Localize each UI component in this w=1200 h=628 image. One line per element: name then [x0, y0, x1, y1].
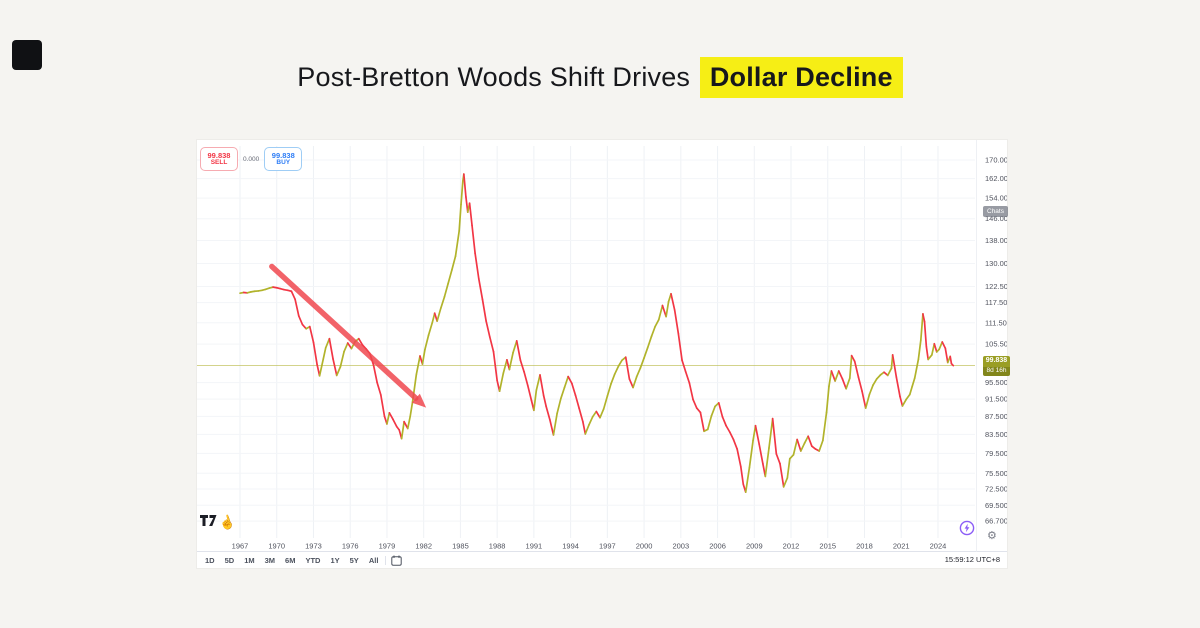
- time-tick-label[interactable]: 1967: [232, 542, 249, 551]
- time-tick-label[interactable]: 2021: [893, 542, 910, 551]
- price-tick-label[interactable]: 91.500: [985, 395, 1008, 404]
- scale-settings-gear-icon[interactable]: ⚙: [987, 530, 997, 542]
- range-button-5y[interactable]: 5Y: [349, 555, 359, 565]
- time-tick-label[interactable]: 2003: [672, 542, 689, 551]
- price-tick-label[interactable]: 138.000: [985, 236, 1012, 245]
- time-tick-label[interactable]: 2009: [746, 542, 763, 551]
- range-button-1y[interactable]: 1Y: [330, 555, 340, 565]
- page-title-regular: Post-Bretton Woods Shift Drives: [297, 62, 691, 92]
- sell-button[interactable]: 99.838 SELL: [200, 147, 238, 171]
- range-button-1m[interactable]: 1M: [244, 555, 255, 565]
- price-tick-label[interactable]: 79.500: [985, 449, 1008, 458]
- time-tick-label[interactable]: 1979: [379, 542, 396, 551]
- grid: [197, 140, 1007, 552]
- page-title-highlight: Dollar Decline: [699, 57, 903, 98]
- time-tick-label[interactable]: 2015: [819, 542, 836, 551]
- axis-labels[interactable]: 1967 1970 1973 1976 1979 1982 1985 1988 1991 1994…: [232, 156, 1012, 551]
- price-tick-label[interactable]: 95.500: [985, 378, 1008, 387]
- price-tick-label[interactable]: 83.500: [985, 430, 1008, 439]
- price-tick-label[interactable]: 69.500: [985, 501, 1008, 510]
- price-tick-label[interactable]: 75.500: [985, 469, 1008, 478]
- date-range-buttons: 1D 5D 1M 3M 6M YTD 1Y 5Y All: [197, 555, 380, 566]
- price-tick-label[interactable]: 87.500: [985, 412, 1008, 421]
- clock-timezone[interactable]: 15:59:12 UTC+8: [944, 555, 1000, 564]
- time-tick-label[interactable]: 1970: [268, 542, 285, 551]
- price-tick-label[interactable]: 146.000: [985, 214, 1012, 223]
- range-button-1d[interactable]: 1D: [205, 555, 215, 565]
- quick-trade-widget: 99.838 SELL 0.000 99.838 BUY: [200, 147, 303, 171]
- spread-value: 0.000: [243, 155, 260, 163]
- range-button-all[interactable]: All: [368, 555, 379, 565]
- time-tick-label[interactable]: 2012: [783, 542, 800, 551]
- sell-label: SELL: [210, 158, 228, 166]
- time-tick-label[interactable]: 1982: [415, 542, 432, 551]
- price-series: [239, 173, 955, 494]
- time-tick-label[interactable]: 1991: [526, 542, 543, 551]
- price-chart-canvas[interactable]: 1967 1970 1973 1976 1979 1982 1985 1988 1991 1994…: [197, 140, 1012, 568]
- time-tick-label[interactable]: 2006: [709, 542, 726, 551]
- price-tick-label[interactable]: 111.500: [985, 318, 1011, 327]
- toolbar-divider: [385, 555, 387, 565]
- range-button-3m[interactable]: 3M: [264, 555, 276, 565]
- time-tick-label[interactable]: 1976: [342, 542, 359, 551]
- price-tick-label[interactable]: 170.000: [985, 156, 1012, 165]
- range-button-ytd[interactable]: YTD: [305, 555, 321, 565]
- price-tick-label[interactable]: 122.500: [985, 282, 1012, 291]
- trend-arrow-annotation[interactable]: [269, 263, 427, 408]
- time-tick-label[interactable]: 2024: [930, 542, 947, 551]
- price-tick-label[interactable]: 105.500: [985, 340, 1012, 349]
- time-tick-label[interactable]: 2000: [636, 542, 653, 551]
- buy-label: BUY: [276, 158, 291, 166]
- chart-bottom-toolbar: 1D 5D 1M 3M 6M YTD 1Y 5Y All 15:59:12 UTC+8: [197, 552, 1007, 568]
- sell-price: 99.838: [207, 150, 231, 160]
- current-price-badge: 99.838 8d 16h: [983, 356, 1010, 377]
- price-tick-label[interactable]: 154.000: [985, 194, 1012, 203]
- range-button-5d[interactable]: 5D: [224, 555, 235, 565]
- time-tick-label[interactable]: 1997: [599, 542, 616, 551]
- buy-button[interactable]: 99.838 BUY: [264, 147, 303, 171]
- bar-countdown: 8d 16h: [983, 367, 1010, 377]
- price-tick-label[interactable]: 130.000: [985, 259, 1012, 268]
- page-title: Post-Bretton Woods Shift Drives Dollar D…: [0, 57, 1200, 98]
- price-tick-label[interactable]: 162.000: [985, 174, 1012, 183]
- time-tick-label[interactable]: 1994: [562, 542, 579, 551]
- current-price-value: 99.838: [983, 356, 1010, 368]
- price-tick-label[interactable]: 72.500: [985, 484, 1008, 493]
- tradingview-logo[interactable]: [200, 514, 217, 532]
- chart-panel[interactable]: 1967 1970 1973 1976 1979 1982 1985 1988 1991 1994…: [197, 140, 1012, 568]
- buy-price: 99.838: [271, 150, 295, 160]
- price-tick-label[interactable]: 117.500: [985, 298, 1012, 307]
- time-tick-label[interactable]: 1988: [489, 542, 506, 551]
- time-tick-label[interactable]: 2018: [856, 542, 873, 551]
- calendar-icon[interactable]: [391, 555, 403, 566]
- time-tick-label[interactable]: 1973: [305, 542, 322, 551]
- price-tick-label[interactable]: 66.700: [985, 517, 1008, 526]
- time-tick-label[interactable]: 1985: [452, 542, 469, 551]
- range-button-6m[interactable]: 6M: [285, 555, 296, 565]
- chats-badge[interactable]: Chats: [983, 206, 1008, 217]
- instant-order-bolt-icon[interactable]: [959, 520, 975, 541]
- arrow-head: [411, 393, 427, 408]
- brand-logo-square: [12, 40, 42, 70]
